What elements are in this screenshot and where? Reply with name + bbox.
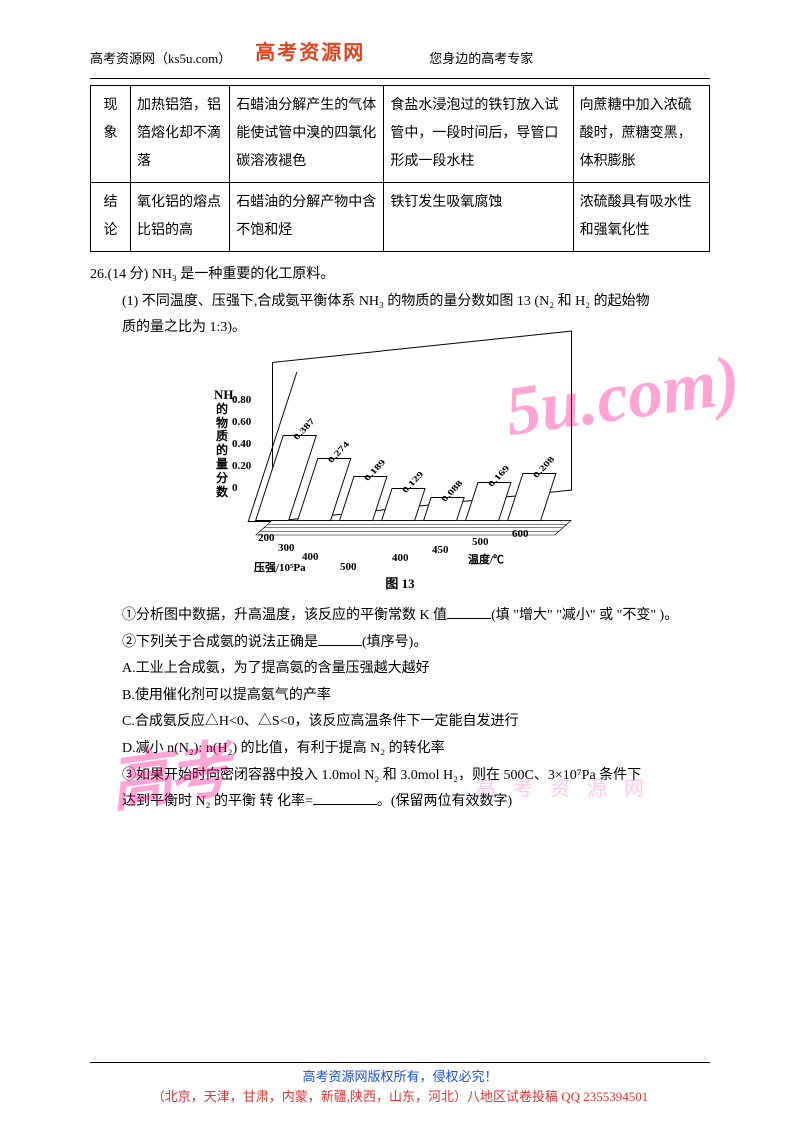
bar-field: 0.387 0.274 0.189 0.129 0.088 0.169 0.20… [248, 372, 597, 522]
ytick: 0 [232, 478, 238, 499]
table-row: 现象 加热铝箔，铝箔熔化却不滴落 石蜡油分解产生的气体能使试管中溴的四氯化碳溶液… [91, 86, 710, 183]
blank-field[interactable] [318, 632, 362, 646]
q26-sub2: ②下列关于合成氨的说法正确是(填序号)。 [90, 630, 710, 657]
bar-value: 0.088 [437, 477, 468, 506]
temp-tick: 450 [432, 540, 449, 561]
pressure-tick: 300 [278, 538, 295, 559]
bar-value: 0.208 [529, 453, 560, 482]
pressure-tick: 200 [258, 528, 275, 549]
ytick: 0.60 [232, 412, 251, 433]
cell: 石蜡油的分解产物中含不饱和烃 [230, 183, 384, 252]
bar-value: 0.274 [323, 438, 354, 467]
blank-field[interactable] [447, 605, 491, 619]
ytick: 0.80 [232, 390, 251, 411]
question-26: 26.(14 分) NH₃ 是一种重要的化工原料。 (1) 不同温度、压强下,合… [90, 262, 710, 816]
pressure-tick: 500 [340, 557, 357, 578]
footer-line2: （北京，天津，甘肃，内蒙，新疆,陕西，山东，河北）八地区试卷投稿 QQ 2355… [0, 1087, 800, 1107]
cell: 浓硫酸具有吸水性和强氧化性 [573, 183, 709, 252]
temp-tick: 400 [392, 548, 409, 569]
bar-value: 0.169 [484, 462, 515, 491]
header-left: 高考资源网（ks5u.com） [90, 47, 231, 72]
row-label: 结论 [91, 183, 131, 252]
figure-13: NH₃ 的物质的量分数 0.80 0.60 0.40 0.20 0 0.387 … [90, 352, 710, 597]
option-b: B.使用催化剂可以提高氨气的产率 [90, 683, 710, 710]
x-axis-temp-label: 温度/℃ [468, 550, 504, 571]
brand-logo: 高考资源网 [255, 34, 365, 72]
temp-tick: 600 [512, 524, 529, 545]
cell: 石蜡油分解产生的气体能使试管中溴的四氯化碳溶液褪色 [230, 86, 384, 183]
ytick: 0.40 [232, 434, 251, 455]
cell: 食盐水浸泡过的铁钉放入试管中，一段时间后，导管口形成一段水柱 [384, 86, 573, 183]
footer-line1: 高考资源网版权所有，侵权必究！ [0, 1067, 800, 1087]
figure-caption: 图 13 [90, 572, 710, 597]
table-row: 结论 氧化铝的熔点比铝的高 石蜡油的分解产物中含不饱和烃 铁钉发生吸氧腐蚀 浓硫… [91, 183, 710, 252]
q26-stem: 26.(14 分) NH₃ 是一种重要的化工原料。 [90, 262, 710, 289]
header-rule [90, 78, 710, 79]
cell: 铁钉发生吸氧腐蚀 [384, 183, 573, 252]
x-axis-pressure-label: 压强/10⁵Pa [254, 558, 306, 579]
cell: 向蔗糖中加入浓硫酸时，蔗糖变黑，体积膨胀 [573, 86, 709, 183]
option-d: D.减小 n(N₂): n(H₂) 的比值，有利于提高 N₂ 的转化率 [90, 736, 710, 763]
page-header: 高考资源网（ks5u.com） 高考资源网 您身边的高考专家 [90, 34, 710, 72]
q26-sub3b: 达到平衡时 N₂ 的平衡 转 化率=。(保留两位有效数字) [90, 789, 710, 816]
q26-p1b: 质的量之比为 1:3)。 [90, 315, 710, 342]
y-axis-label: NH₃ 的物质的量分数 [214, 388, 230, 500]
row-label: 现象 [91, 86, 131, 183]
bar-value: 0.189 [360, 456, 391, 485]
ytick: 0.20 [232, 456, 251, 477]
bar-value: 0.129 [398, 468, 429, 497]
option-a: A.工业上合成氨，为了提高氨的含量压强越大越好 [90, 656, 710, 683]
blank-field[interactable] [313, 791, 377, 805]
page-footer: 高考资源网版权所有，侵权必究！ （北京，天津，甘肃，内蒙，新疆,陕西，山东，河北… [0, 1062, 800, 1106]
option-c: C.合成氨反应△H<0、△S<0，该反应高温条件下一定能自发进行 [90, 709, 710, 736]
bar-value: 0.387 [289, 414, 320, 443]
q26-p1a: (1) 不同温度、压强下,合成氨平衡体系 NH₃ 的物质的量分数如图 13 (N… [90, 289, 710, 316]
q26-sub1: ①分析图中数据，升高温度，该反应的平衡常数 K 值(填 "增大" "减小" 或 … [90, 603, 710, 630]
cell: 氧化铝的熔点比铝的高 [131, 183, 230, 252]
experiment-table: 现象 加热铝箔，铝箔熔化却不滴落 石蜡油分解产生的气体能使试管中溴的四氯化碳溶液… [90, 85, 710, 252]
header-right: 您身边的高考专家 [429, 47, 533, 72]
q26-sub3a: ③如果开始时向密闭容器中投入 1.0mol N₂ 和 3.0mol H₂，则在 … [90, 763, 710, 790]
cell: 加热铝箔，铝箔熔化却不滴落 [131, 86, 230, 183]
footer-rule [90, 1062, 710, 1063]
